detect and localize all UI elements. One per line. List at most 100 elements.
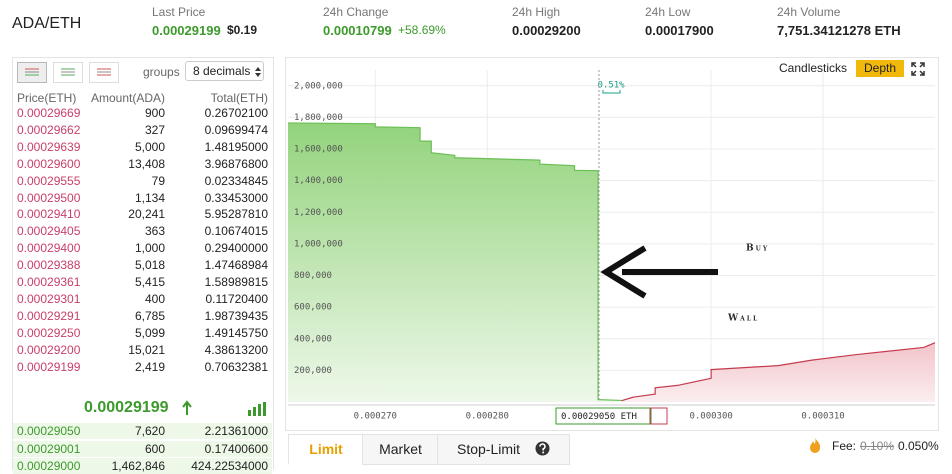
expand-icon — [911, 62, 925, 76]
y-tick-label: 1,200,000 — [294, 208, 343, 218]
stat-label: 24h Low — [645, 5, 691, 19]
toggle-icon — [61, 68, 75, 76]
spread-bracket — [602, 90, 621, 94]
column-header: Price(ETH) — [17, 91, 77, 105]
order-total: 0.29400000 — [204, 241, 268, 256]
order-amount: 15,021 — [128, 342, 165, 357]
order-total: 1.47468984 — [204, 258, 268, 273]
pair: ADA/ETH — [12, 15, 82, 32]
order-total: 0.02334845 — [204, 173, 268, 188]
x-tick-label: 0.000280 — [466, 412, 509, 422]
order-amount: 327 — [144, 122, 165, 137]
fee-icon — [808, 437, 822, 453]
column-header: Amount(ADA) — [90, 91, 165, 105]
toggle-icon — [25, 68, 39, 76]
order-amount: 1,134 — [134, 190, 165, 205]
order-row[interactable] — [13, 138, 272, 155]
order-row[interactable] — [13, 189, 272, 206]
fee-label: Fee: — [832, 439, 857, 453]
order-tab[interactable]: Market — [362, 434, 439, 465]
y-tick-label: 1,000,000 — [294, 239, 343, 249]
order-price: 0.00029200 — [17, 342, 81, 357]
up-arrow — [182, 400, 192, 416]
view-toggle[interactable] — [89, 62, 119, 83]
annotation-text: Buy — [746, 244, 769, 254]
order-price: 0.00029669 — [17, 106, 81, 120]
x-tick-label: 0.000300 — [689, 412, 732, 422]
order-row[interactable] — [13, 223, 272, 240]
order-amount: 20,241 — [128, 207, 165, 222]
order-row[interactable] — [13, 257, 272, 274]
order-row[interactable] — [13, 172, 272, 189]
view-toggle[interactable] — [17, 62, 47, 83]
order-price: 0.00029639 — [17, 139, 81, 154]
groups-label: groups — [143, 65, 180, 79]
order-row[interactable] — [13, 423, 272, 439]
stat-value: 0.00029199 — [152, 23, 221, 38]
order-row[interactable] — [13, 274, 272, 290]
stat-secondary: $0.19 — [227, 23, 258, 37]
order-price: 0.00029291 — [17, 308, 81, 323]
order-amount: 5,000 — [134, 139, 165, 154]
order-row[interactable] — [13, 290, 272, 307]
annotation-text: Wall — [727, 314, 759, 324]
order-row[interactable] — [13, 240, 272, 257]
expand-button[interactable] — [910, 61, 926, 77]
select-arrow-icon — [255, 67, 261, 77]
y-tick-label: 200,000 — [294, 366, 332, 376]
select-arrows — [254, 65, 262, 77]
order-row[interactable] — [13, 341, 272, 358]
order-price: 0.00029600 — [17, 156, 81, 171]
order-total: 3.96876800 — [204, 156, 268, 171]
order-total: 1.49145750 — [204, 325, 268, 340]
fire-icon — [810, 437, 821, 453]
order-total: 0.10674015 — [204, 224, 268, 239]
order-row[interactable] — [13, 121, 272, 138]
order-row[interactable] — [13, 358, 272, 375]
order-row[interactable] — [13, 307, 272, 324]
decimals-select[interactable]: 8 decimals — [185, 61, 264, 81]
fee-new: 0.050% — [898, 439, 939, 453]
order-amount: 600 — [144, 441, 165, 456]
signal-bars — [248, 402, 266, 416]
order-book-panel — [12, 57, 274, 470]
order-amount: 2,419 — [134, 359, 165, 374]
chart-button[interactable]: Depth — [856, 60, 905, 77]
toggle-icon — [97, 68, 111, 76]
order-row[interactable] — [13, 206, 272, 223]
stat-secondary: +58.69% — [398, 23, 446, 37]
order-total: 0.17400600 — [204, 441, 268, 456]
spread-label: 0.51% — [597, 81, 625, 91]
order-price: 0.00029199 — [17, 359, 81, 374]
stat-value: 0.00010799 — [323, 23, 392, 38]
order-row[interactable] — [13, 440, 272, 457]
order-total: 4.38613200 — [204, 342, 268, 357]
depth-fill — [288, 122, 622, 402]
stat-label: 24h Volume — [777, 5, 841, 19]
x-tick-label: 0.000310 — [801, 412, 844, 422]
last-price: 0.00029199 — [84, 399, 169, 416]
stat-label: 24h Change — [323, 5, 389, 19]
cursor-box — [555, 407, 652, 425]
order-row[interactable] — [13, 155, 272, 172]
order-price: 0.00029250 — [17, 325, 81, 340]
x-tick-label: 0.000270 — [354, 412, 397, 422]
order-row[interactable] — [13, 105, 272, 121]
stat-value: 0.00029200 — [512, 23, 581, 38]
chart-button[interactable]: Candlesticks — [775, 60, 852, 77]
depth-line — [621, 342, 936, 402]
order-tab[interactable]: Limit — [288, 434, 364, 465]
order-row[interactable] — [13, 324, 272, 341]
order-price: 0.00029405 — [17, 224, 81, 239]
view-toggle[interactable] — [53, 62, 83, 83]
order-amount: 5,018 — [134, 258, 165, 273]
y-tick-label: 400,000 — [294, 334, 332, 344]
stat-value: 0.00017900 — [645, 23, 714, 38]
order-amount: 13,408 — [128, 156, 165, 171]
order-total: 0.70632381 — [204, 359, 268, 374]
y-tick-label: 1,600,000 — [294, 145, 343, 155]
order-price: 0.00029410 — [17, 207, 81, 222]
order-price: 0.00029400 — [17, 241, 81, 256]
